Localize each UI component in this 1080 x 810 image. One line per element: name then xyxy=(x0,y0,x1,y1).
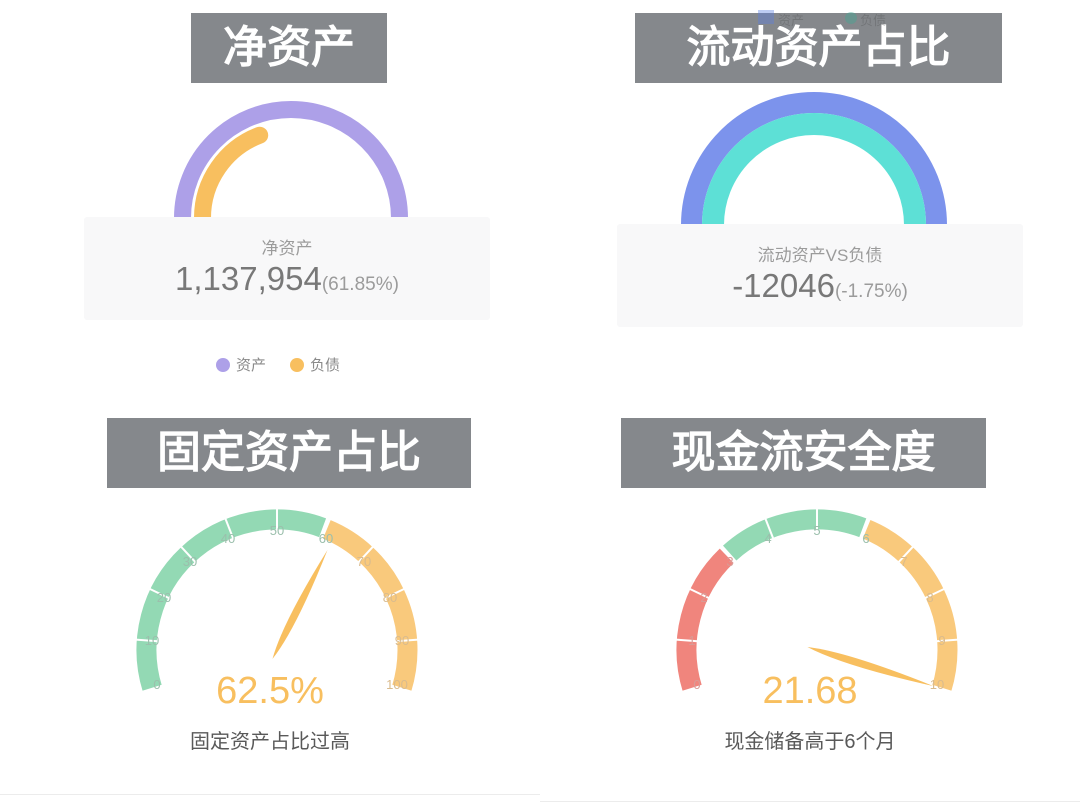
svg-text:8: 8 xyxy=(926,590,933,605)
svg-text:4: 4 xyxy=(764,531,771,546)
svg-text:10: 10 xyxy=(145,633,159,648)
svg-text:90: 90 xyxy=(395,633,409,648)
svg-text:9: 9 xyxy=(938,633,945,648)
svg-text:5: 5 xyxy=(813,523,820,538)
svg-text:40: 40 xyxy=(221,531,235,546)
svg-text:1: 1 xyxy=(688,633,695,648)
svg-text:70: 70 xyxy=(357,554,371,569)
svg-text:2: 2 xyxy=(700,590,707,605)
svg-text:6: 6 xyxy=(862,531,869,546)
svg-text:20: 20 xyxy=(157,590,171,605)
svg-text:80: 80 xyxy=(383,590,397,605)
svg-text:30: 30 xyxy=(183,554,197,569)
svg-text:7: 7 xyxy=(900,554,907,569)
svg-text:60: 60 xyxy=(319,531,333,546)
svg-text:50: 50 xyxy=(270,523,284,538)
svg-text:3: 3 xyxy=(726,554,733,569)
